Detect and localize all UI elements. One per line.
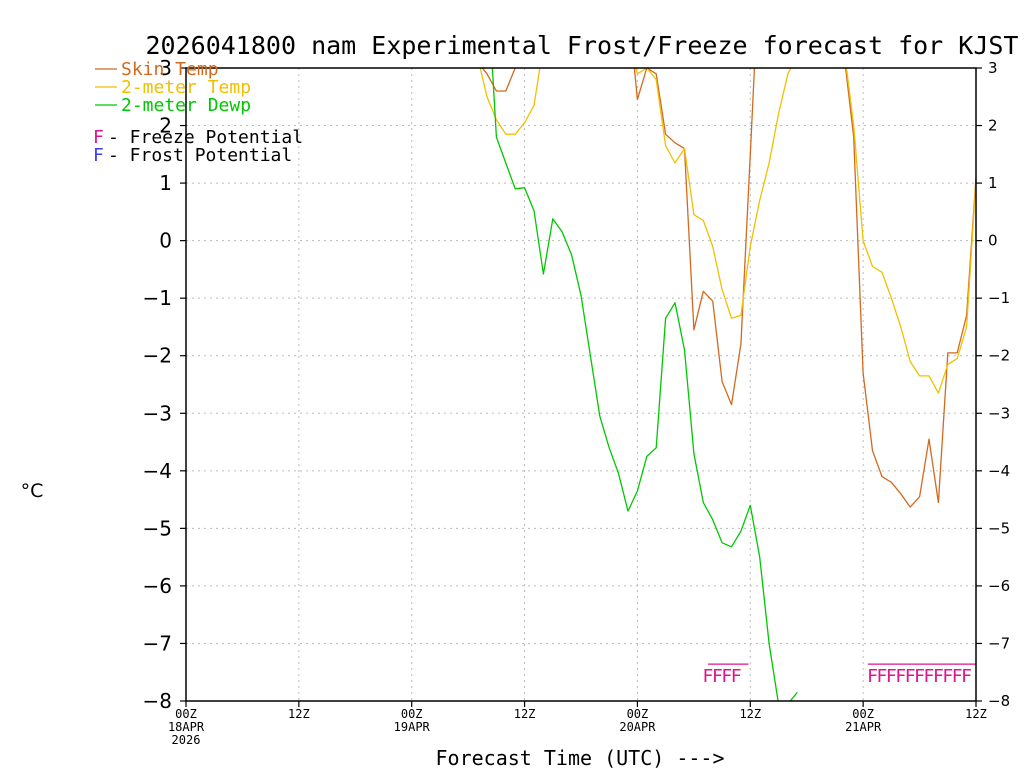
freeze-potential-marker: F: [867, 666, 878, 687]
y-tick-label-right: −4: [988, 462, 1010, 480]
legend-note-text: - Freeze Potential: [108, 127, 303, 148]
y-tick-label-right: −8: [988, 692, 1010, 710]
y-axis-label: °C: [21, 480, 44, 502]
y-tick-label-right: −7: [988, 634, 1010, 652]
freeze-potential-marker: F: [895, 666, 906, 687]
x-tick-date: 18APR: [168, 720, 205, 734]
freeze-potential-marker: F: [703, 666, 714, 687]
x-tick-year: 2026: [172, 733, 201, 747]
y-tick-label-left: −2: [143, 344, 172, 368]
chart-title: 2026041800 nam Experimental Frost/Freeze…: [146, 31, 1019, 60]
y-tick-label-left: 3: [159, 56, 172, 80]
data-series: [479, 68, 976, 701]
grid-lines: [186, 68, 976, 701]
left-y-axis: −8 −7 −6 −5 −4 −3 −2 −1 0 1 2 3: [143, 56, 186, 713]
freeze-potential-marker: F: [952, 666, 963, 687]
y-tick-label-right: 2: [988, 117, 998, 135]
y-tick-label-left: −5: [143, 516, 172, 540]
y-tick-label-right: 3: [988, 59, 998, 77]
freeze-potential-marker: F: [961, 666, 972, 687]
y-tick-label-right: −5: [988, 519, 1010, 537]
y-tick-label-right: −2: [988, 347, 1010, 365]
legend-label: 2-meter Dewp: [121, 95, 251, 116]
freeze-potential-marker: F: [731, 666, 742, 687]
legend-note-letter: F: [93, 145, 104, 166]
y-tick-label-left: 2: [159, 114, 172, 138]
y-tick-label-right: −1: [988, 289, 1010, 307]
freeze-potential-marker: F: [933, 666, 944, 687]
y-tick-label-left: −1: [143, 286, 172, 310]
right-y-axis: −8 −7 −6 −5 −4 −3 −2 −1 0 1 2 3: [976, 59, 1010, 710]
x-tick-label: 12Z: [739, 707, 761, 721]
x-tick-label: 12Z: [965, 707, 987, 721]
freeze-potential-marker: F: [886, 666, 897, 687]
legend-label: Skin Temp: [121, 59, 219, 80]
y-tick-label-left: −3: [143, 401, 172, 425]
freeze-potential-marker: F: [942, 666, 953, 687]
y-tick-label-right: 1: [988, 174, 998, 192]
x-tick-date: 21APR: [845, 720, 882, 734]
y-tick-label-left: 0: [159, 229, 172, 253]
x-tick-label: 00Z: [175, 707, 197, 721]
legend-note-letter: F: [93, 127, 104, 148]
x-axis-label: Forecast Time (UTC) --->: [436, 746, 725, 768]
x-tick-label: 12Z: [288, 707, 310, 721]
x-tick-label: 12Z: [514, 707, 536, 721]
x-tick-date: 20APR: [619, 720, 656, 734]
series-line-2-meter-dewp: [491, 68, 798, 701]
freeze-potential-marker: F: [905, 666, 916, 687]
freeze-potential-marker: F: [877, 666, 888, 687]
freeze-potential-marker: F: [721, 666, 732, 687]
y-tick-label-right: 0: [988, 232, 998, 250]
y-tick-label-right: −3: [988, 404, 1010, 422]
x-tick-date: 19APR: [394, 720, 431, 734]
legend-note-text: - Frost Potential: [108, 145, 292, 166]
y-tick-label-left: −7: [143, 631, 172, 655]
plot-frame: [185, 67, 977, 702]
freeze-potential-marker: F: [914, 666, 925, 687]
y-tick-label-right: −6: [988, 577, 1010, 595]
series-line-skin-temp: [481, 68, 976, 508]
y-tick-label-left: −4: [143, 459, 172, 483]
y-tick-label-left: 1: [159, 171, 172, 195]
freeze-potential-marker: F: [924, 666, 935, 687]
series-line-2-meter-temp: [479, 68, 976, 394]
y-tick-label-left: −8: [143, 689, 172, 713]
x-tick-label: 00Z: [852, 707, 874, 721]
x-tick-label: 00Z: [627, 707, 649, 721]
legend-label: 2-meter Temp: [121, 77, 251, 98]
x-tick-label: 00Z: [401, 707, 423, 721]
y-tick-label-left: −6: [143, 574, 172, 598]
freeze-potential-marker: F: [712, 666, 723, 687]
